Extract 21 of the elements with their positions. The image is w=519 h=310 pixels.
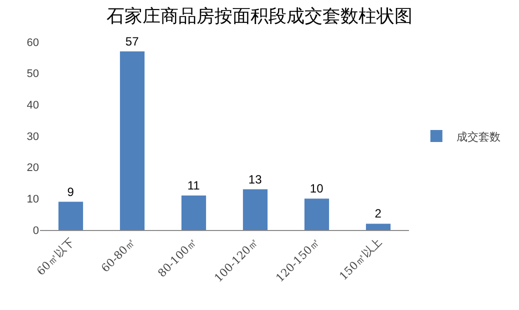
y-tick-label: 30 <box>26 130 39 143</box>
data-label: 2 <box>374 206 382 221</box>
bar <box>366 224 391 230</box>
data-label: 11 <box>187 178 200 193</box>
bar <box>120 51 145 230</box>
bar <box>304 198 330 230</box>
y-tick-label: 40 <box>26 100 39 112</box>
bar <box>181 196 206 230</box>
y-tick-label: 0 <box>32 224 39 237</box>
y-tick-label: 20 <box>26 162 39 174</box>
bar <box>58 202 84 230</box>
data-label: 9 <box>67 184 74 199</box>
data-label: 10 <box>310 182 324 196</box>
legend-label: 成交套数 <box>456 130 500 144</box>
y-tick-label: 50 <box>26 68 39 80</box>
y-tick-label: 10 <box>26 194 39 206</box>
data-label: 13 <box>248 172 262 186</box>
chart-title: 石家庄商品房按面积段成交套数柱状图 <box>106 6 412 27</box>
data-label: 57 <box>125 34 140 48</box>
bar <box>242 189 268 230</box>
y-tick-label: 60 <box>26 36 39 49</box>
